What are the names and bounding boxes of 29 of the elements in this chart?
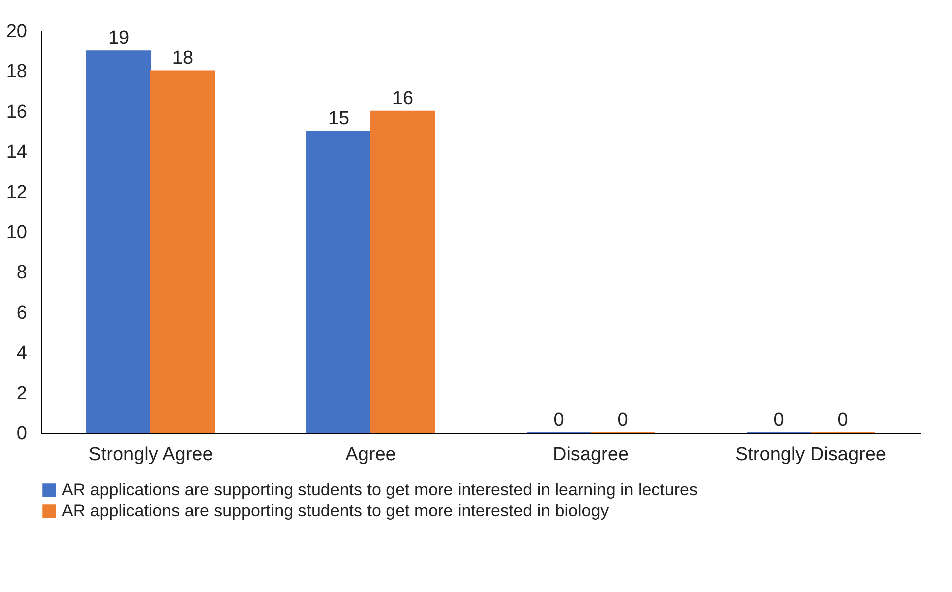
y-tick-label: 2	[16, 383, 28, 404]
data-label: 0	[554, 410, 564, 431]
y-tick-label: 10	[6, 222, 28, 244]
data-label: 19	[108, 28, 130, 50]
bar	[150, 70, 216, 434]
y-tick-label: 18	[6, 62, 28, 83]
y-tick-label: 0	[16, 424, 28, 444]
bar	[306, 131, 372, 434]
bar	[370, 110, 436, 434]
data-label: 18	[172, 48, 194, 70]
y-tick-label: 14	[6, 142, 28, 164]
bar	[86, 50, 152, 434]
x-tick-label: Disagree	[552, 444, 630, 466]
data-label: 0	[618, 410, 628, 431]
data-label: 0	[774, 410, 784, 431]
x-tick-label: Agree	[346, 444, 396, 466]
legend-label: AR applications are supporting students to get more interested in biology	[62, 502, 610, 520]
legend-label: AR applications are supporting students to get more interested in learning in lectures	[62, 480, 698, 500]
x-tick-label: Strongly Agree	[88, 444, 214, 466]
data-label: 16	[392, 88, 414, 110]
y-tick-label: 12	[6, 182, 28, 204]
y-tick-label: 20	[6, 22, 28, 42]
data-label: 0	[838, 410, 848, 431]
x-tick-label: Strongly Disagree	[735, 444, 887, 466]
y-tick-label: 8	[16, 262, 28, 284]
y-tick-label: 4	[16, 343, 28, 364]
data-label: 15	[328, 108, 350, 130]
y-tick-label: 6	[16, 302, 28, 324]
y-tick-label: 16	[6, 102, 28, 123]
